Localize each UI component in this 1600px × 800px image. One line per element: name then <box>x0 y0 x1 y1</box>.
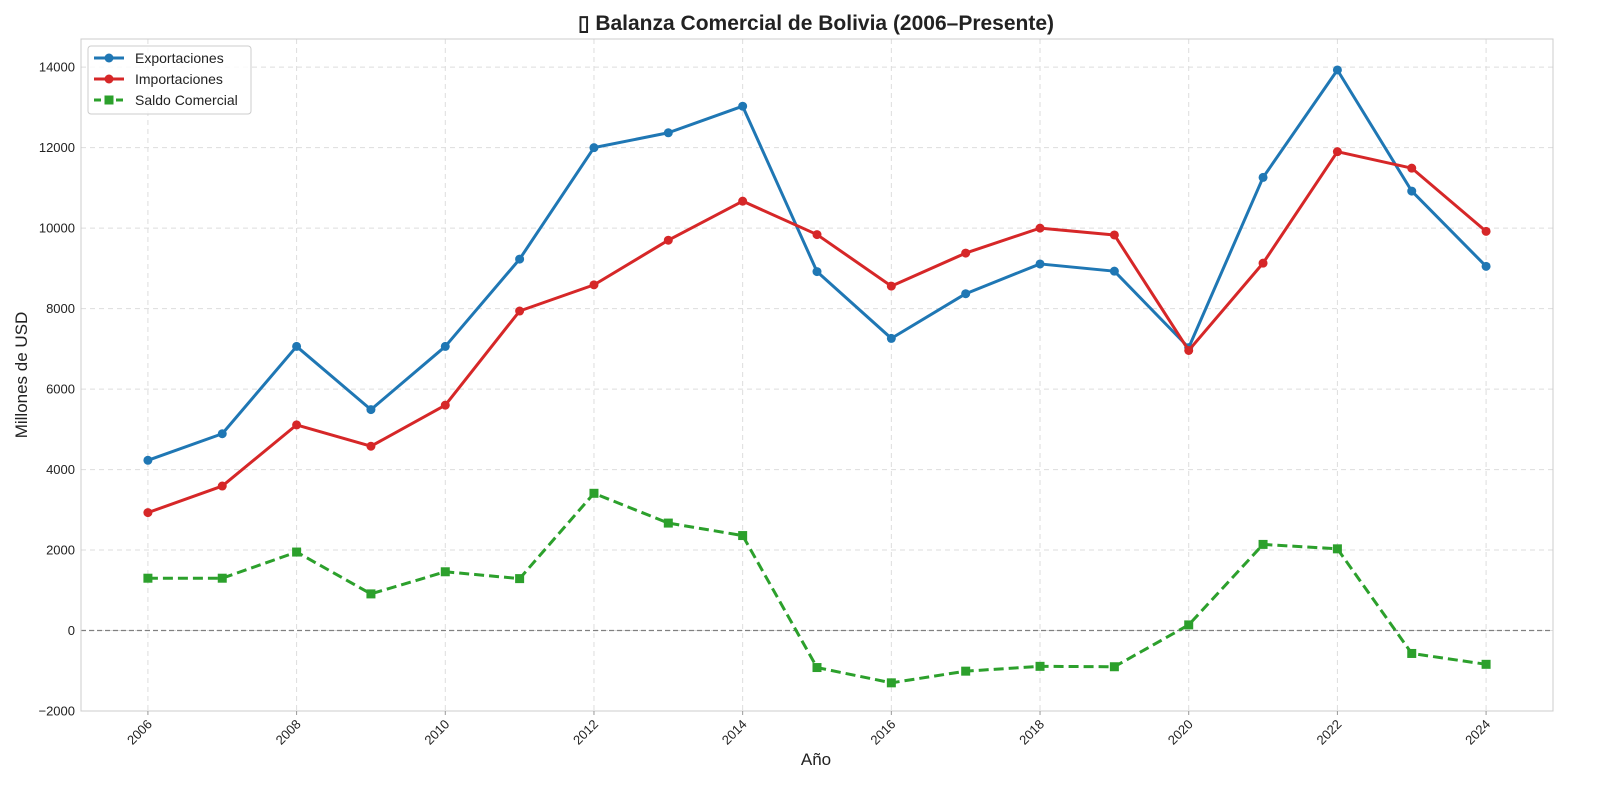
data-point <box>589 143 599 153</box>
plot-frame <box>80 38 1554 712</box>
data-point <box>1481 226 1491 236</box>
data-point <box>812 663 822 673</box>
series-importaciones <box>143 147 1491 518</box>
data-point <box>663 128 673 138</box>
y-tick-label: 2000 <box>46 543 75 558</box>
data-point <box>1258 258 1268 268</box>
data-point <box>217 573 227 583</box>
legend: Exportaciones Importaciones Saldo Comercia… <box>87 45 252 115</box>
data-point <box>1481 659 1491 669</box>
data-point <box>1332 65 1342 75</box>
data-point <box>515 306 525 316</box>
series-saldo-comercial <box>143 488 1491 688</box>
data-point <box>961 666 971 676</box>
y-tick-label: 10000 <box>39 221 75 236</box>
data-point <box>1407 163 1417 173</box>
legend-item-exportaciones: Exportaciones <box>94 50 224 66</box>
y-axis-label: Millones de USD <box>12 312 31 439</box>
data-point <box>515 574 525 584</box>
data-point <box>1109 266 1119 276</box>
data-point <box>1035 661 1045 671</box>
data-point <box>217 481 227 491</box>
data-point <box>292 547 302 557</box>
data-point <box>515 254 525 264</box>
data-point <box>961 248 971 258</box>
data-point <box>1407 648 1417 658</box>
data-point <box>1184 345 1194 355</box>
y-tick-label: −2000 <box>38 704 75 719</box>
legend-marker <box>104 74 114 84</box>
y-tick-label: 0 <box>68 623 75 638</box>
data-point <box>886 281 896 291</box>
data-point <box>738 196 748 206</box>
data-point <box>886 678 896 688</box>
data-point <box>1332 544 1342 554</box>
y-tick-label: 14000 <box>39 60 75 75</box>
data-point <box>961 289 971 299</box>
data-point <box>1035 223 1045 233</box>
data-point <box>1184 620 1194 630</box>
data-point <box>1035 259 1045 269</box>
y-tick-label: 4000 <box>46 462 75 477</box>
data-point <box>589 488 599 498</box>
data-point <box>1258 539 1268 549</box>
data-point <box>1332 147 1342 157</box>
data-point <box>366 441 376 451</box>
legend-label: Importaciones <box>135 71 223 87</box>
y-tick-label: 6000 <box>46 382 75 397</box>
data-point <box>440 400 450 410</box>
legend-label: Saldo Comercial <box>135 92 238 108</box>
legend-box <box>87 45 252 115</box>
legend-item-importaciones: Importaciones <box>94 71 223 87</box>
legend-label: Exportaciones <box>135 50 224 66</box>
data-point <box>143 508 153 518</box>
data-point <box>589 280 599 290</box>
data-point <box>143 455 153 465</box>
data-point <box>1109 662 1119 672</box>
data-point <box>366 589 376 599</box>
data-point <box>1407 186 1417 196</box>
y-tick-label: 12000 <box>39 140 75 155</box>
y-tick-label: 8000 <box>46 301 75 316</box>
legend-marker <box>104 53 114 63</box>
data-point <box>886 333 896 343</box>
data-point <box>440 567 450 577</box>
data-point <box>663 235 673 245</box>
data-point <box>1258 172 1268 182</box>
series-layer <box>143 65 1491 688</box>
data-point <box>663 518 673 528</box>
data-point <box>738 531 748 541</box>
x-axis-label: Año <box>801 750 831 769</box>
series-exportaciones <box>143 65 1491 465</box>
data-point <box>738 101 748 111</box>
data-point <box>292 341 302 351</box>
chart-title: ▯ Balanza Comercial de Bolivia (2006–Pre… <box>578 12 1054 35</box>
data-point <box>1109 230 1119 240</box>
data-point <box>440 341 450 351</box>
data-point <box>217 429 227 439</box>
data-point <box>366 405 376 415</box>
legend-item-saldo-comercial: Saldo Comercial <box>94 92 238 108</box>
data-point <box>292 420 302 430</box>
legend-marker <box>104 95 114 105</box>
y-axis-ticks: −2000 0 2000 4000 6000 8000 10000 12000 14000 <box>38 60 75 719</box>
data-point <box>812 267 822 277</box>
data-point <box>1481 261 1491 271</box>
data-point <box>812 230 822 240</box>
data-point <box>143 573 153 583</box>
